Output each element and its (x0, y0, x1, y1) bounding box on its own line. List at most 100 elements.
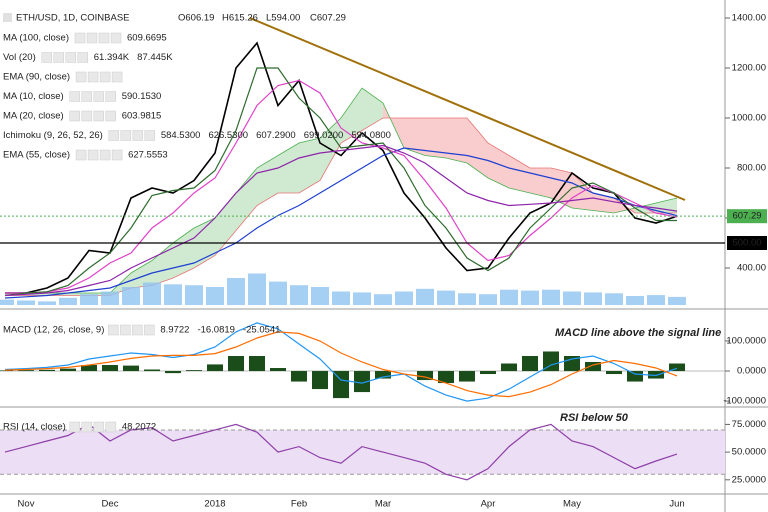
indicator-icon[interactable] (81, 110, 92, 122)
line-layer (0, 41, 725, 481)
indicator-icon[interactable] (110, 32, 122, 44)
histogram-bar (438, 371, 454, 384)
indicator-icon[interactable] (98, 32, 110, 44)
indicator-icon[interactable] (69, 421, 81, 433)
annotation: MACD line above the signal line (555, 327, 721, 339)
indicator-label: MA (10, close) (3, 91, 64, 102)
histogram-bar (39, 369, 55, 372)
histogram-bar (228, 355, 244, 372)
indicator-label: Vol (20) (3, 52, 36, 63)
cloud-segment (152, 243, 173, 286)
indicator-icon[interactable] (144, 130, 156, 141)
x-tick-label: 2018 (204, 499, 225, 510)
price-tag (727, 236, 767, 250)
indicator-icon[interactable] (75, 149, 87, 161)
histogram-bar (648, 371, 664, 379)
x-tick-label: Jun (669, 499, 684, 510)
cloud-segment (467, 118, 488, 178)
indicator-icon[interactable] (144, 324, 155, 336)
ohlc-value: H615.26 (222, 13, 258, 24)
volume-bar (353, 292, 371, 305)
volume-bar (17, 300, 35, 305)
cloud-segment (131, 260, 152, 288)
series-line (4, 147, 678, 299)
indicator-icon[interactable] (69, 110, 80, 122)
indicator-icon[interactable] (99, 71, 111, 83)
cloud-segment (425, 118, 446, 158)
indicator-icon[interactable] (81, 91, 92, 102)
cloud-segment (593, 193, 614, 213)
panel-title: MACD (12, 26, close, 9) (3, 325, 104, 336)
indicator-icon[interactable] (87, 149, 99, 161)
volume-bar (647, 295, 665, 305)
indicator-icon[interactable] (105, 421, 117, 433)
indicator-value: 699.0200 (304, 130, 344, 141)
volume-bar (311, 287, 329, 305)
panel-title: RSI (14, close) (3, 422, 66, 433)
header-icon (3, 13, 12, 22)
indicator-icon[interactable] (99, 149, 111, 161)
indicator-value: 626.5300 (208, 130, 248, 141)
y-tick-label: 0.0000 (737, 366, 766, 377)
indicator-icon[interactable] (65, 52, 76, 63)
x-tick-label: Dec (102, 499, 119, 510)
indicator-icon[interactable] (74, 32, 86, 44)
indicator-icon[interactable] (105, 91, 116, 102)
indicator-label: Ichimoku (9, 26, 52, 26) (3, 130, 103, 141)
indicator-icon[interactable] (77, 52, 88, 63)
indicator-icon[interactable] (132, 324, 143, 336)
series-line (4, 322, 678, 402)
indicator-icon[interactable] (93, 421, 105, 433)
x-tick-label: Nov (18, 499, 35, 510)
indicator-label: EMA (90, close) (3, 72, 70, 83)
cloud-segment (488, 143, 509, 188)
indicator-icon[interactable] (120, 130, 132, 141)
panel-value: -25.0541 (243, 325, 281, 336)
indicator-icon[interactable] (93, 110, 104, 122)
x-tick-label: May (563, 499, 581, 510)
volume-bar (290, 285, 308, 305)
indicator-icon[interactable] (111, 149, 123, 161)
indicator-value: 627.5553 (128, 150, 168, 161)
histogram-bar (144, 369, 160, 372)
indicator-icon[interactable] (132, 130, 144, 141)
indicator-icon[interactable] (81, 421, 93, 433)
indicator-icon[interactable] (120, 324, 131, 336)
cloud-segment (362, 88, 383, 131)
volume-bar (563, 291, 581, 305)
indicator-icon[interactable] (105, 110, 116, 122)
chart-title: ETH/USD, 1D, COINBASE (16, 13, 130, 24)
x-tick-label: Feb (291, 499, 307, 510)
plot-layers (0, 41, 725, 481)
indicator-value: 607.2900 (256, 130, 296, 141)
indicator-icon[interactable] (108, 324, 119, 336)
annotation: RSI below 50 (560, 412, 629, 424)
volume-bar (101, 291, 119, 305)
indicator-icon[interactable] (41, 52, 52, 63)
histogram-bar (522, 355, 538, 372)
indicator-icon[interactable] (69, 91, 80, 102)
indicator-icon[interactable] (93, 91, 104, 102)
indicator-label: MA (100, close) (3, 33, 69, 44)
indicator-icon[interactable] (87, 71, 99, 83)
price-tag (727, 209, 767, 224)
volume-bar (458, 293, 476, 305)
indicator-icon[interactable] (75, 71, 87, 83)
indicator-icon[interactable] (108, 130, 120, 141)
indicator-icon[interactable] (111, 71, 123, 83)
cloud-segment (446, 118, 467, 163)
histogram-bar (333, 371, 349, 399)
indicator-icon[interactable] (86, 32, 98, 44)
ohlc-value: C607.29 (310, 13, 346, 24)
indicator-icon[interactable] (53, 52, 64, 63)
histogram-bar (249, 355, 265, 372)
cloud-segment (530, 168, 551, 198)
cloud-segment (341, 88, 362, 143)
x-tick-label: Apr (481, 499, 496, 510)
volume-bar (395, 291, 413, 305)
indicator-value: 61.394K (94, 52, 130, 63)
volume-bar (38, 301, 56, 305)
series-line (4, 423, 678, 481)
volume-bar (164, 284, 182, 305)
